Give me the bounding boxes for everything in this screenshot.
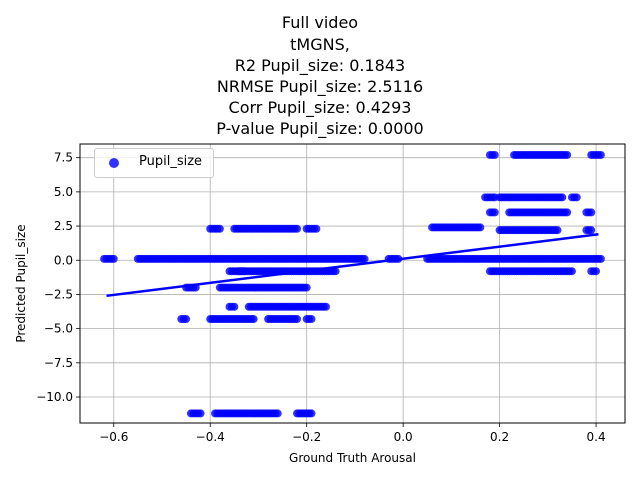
grid (80, 144, 625, 423)
y-tick-label: −10.0 (36, 390, 73, 404)
x-tick-label: −0.6 (99, 430, 128, 444)
y-tick-label: 7.5 (54, 151, 73, 165)
data-point (273, 409, 282, 418)
plot-frame (79, 143, 626, 424)
data-points (100, 150, 605, 418)
title-line-5: Corr Pupil_size: 0.4293 (228, 98, 412, 117)
data-point (592, 267, 601, 276)
y-tick-label: 2.5 (54, 219, 73, 233)
y-tick-label: −2.5 (44, 287, 73, 301)
title-line-2: tMGNS, (290, 35, 350, 54)
data-point (331, 267, 340, 276)
data-point (230, 302, 239, 311)
data-point (567, 267, 576, 276)
title-line-6: P-value Pupil_size: 0.0000 (216, 119, 424, 138)
x-tick-label: 0.4 (587, 430, 606, 444)
data-point (596, 150, 605, 159)
y-tick-label: −7.5 (44, 356, 73, 370)
data-point (563, 208, 572, 217)
legend-marker-pupil-size (109, 158, 119, 168)
data-point (553, 226, 562, 235)
x-tick-label: −0.4 (196, 430, 225, 444)
data-point (307, 409, 316, 418)
title-line-3: R2 Pupil_size: 0.1843 (234, 56, 406, 75)
data-point (321, 302, 330, 311)
y-axis-label: Predicted Pupil_size (14, 224, 28, 342)
data-point (109, 254, 118, 263)
x-tick-label: 0.2 (490, 430, 509, 444)
x-tick-label: 0.0 (394, 430, 413, 444)
data-point (490, 150, 499, 159)
ticks: −0.6 −0.4 −0.2 0.0 0.2 0.4 −10.0 −7.5 −5.0 −2.5 0.… (36, 151, 605, 444)
title-line-4: NRMSE Pupil_size: 2.5116 (216, 77, 424, 96)
data-point (476, 223, 485, 232)
regression-line (106, 233, 599, 298)
data-point (307, 315, 316, 324)
data-point (563, 150, 572, 159)
data-point (196, 409, 205, 418)
data-point (215, 224, 224, 233)
legend-label-pupil-size: Pupil_size (139, 154, 203, 169)
data-point (587, 208, 596, 217)
data-point (587, 226, 596, 235)
data-point (182, 315, 191, 324)
data-point (558, 193, 567, 202)
regression-layer (106, 233, 599, 298)
data-point (360, 254, 369, 263)
x-axis-label: Ground Truth Arousal (289, 451, 416, 465)
y-tick-label: 5.0 (54, 185, 73, 199)
title-line-1: Full video (281, 13, 359, 32)
data-point (302, 283, 311, 292)
y-tick-label: 0.0 (54, 253, 73, 267)
x-tick-label: −0.2 (292, 430, 321, 444)
data-point (490, 208, 499, 217)
data-point (293, 224, 302, 233)
data-point (572, 193, 581, 202)
y-tick-label: −5.0 (44, 322, 73, 336)
legend: Pupil_size (94, 148, 214, 178)
data-point (249, 315, 258, 324)
data-point (312, 224, 321, 233)
data-point (596, 254, 605, 263)
data-point (293, 315, 302, 324)
